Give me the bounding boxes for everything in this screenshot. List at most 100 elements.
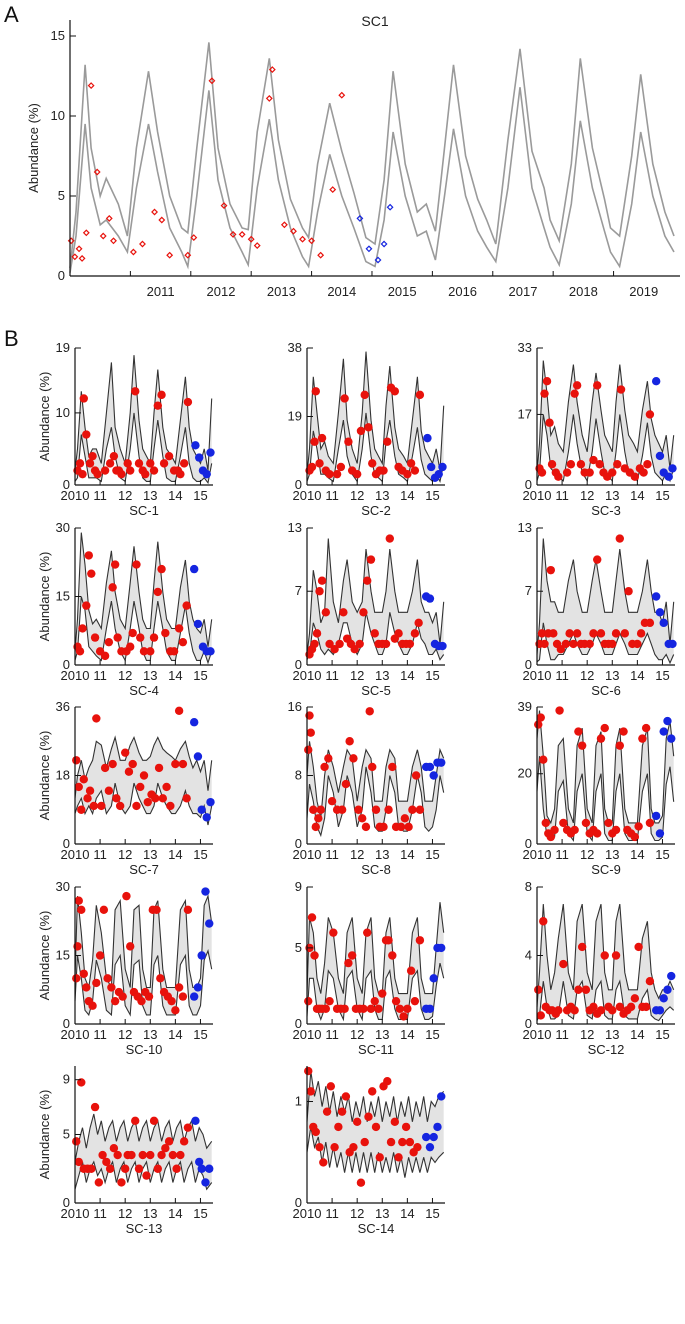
training-point [371, 1122, 381, 1132]
training-point [379, 466, 388, 475]
y-tick-label: 9 [63, 1072, 70, 1087]
training-point [144, 992, 154, 1001]
training-point [536, 713, 545, 722]
training-point [307, 913, 317, 922]
training-point [395, 1004, 405, 1013]
x-tick-label: 2010 [293, 668, 322, 683]
training-point [79, 394, 88, 403]
training-point [306, 1087, 315, 1096]
training-point [411, 771, 421, 780]
chart-SC-8: 0 8 16 2010 11 12 13 14 15 SC-8 [288, 699, 446, 877]
x-tick-label: 2010 [293, 488, 322, 503]
training-point [280, 221, 288, 229]
x-tick-label: 13 [375, 488, 389, 503]
chart-SC-11: 0 5 9 2010 11 12 13 14 15 SC-11 [293, 879, 446, 1057]
validation-point [663, 985, 672, 994]
x-tick-label: 11 [325, 1027, 339, 1042]
x-axis-label: SC-13 [126, 1221, 163, 1236]
training-point [352, 1117, 362, 1127]
training-point [350, 644, 359, 654]
training-point [325, 469, 334, 479]
training-point [365, 707, 374, 716]
training-point [247, 235, 255, 243]
x-tick-label: 2019 [629, 284, 658, 299]
training-point [311, 822, 320, 832]
training-point [320, 762, 329, 772]
training-point [634, 942, 643, 952]
band-SC-1 [75, 355, 212, 483]
validation-point [651, 811, 661, 821]
training-point [545, 418, 554, 427]
training-point [105, 214, 113, 222]
training-point [385, 534, 394, 543]
training-point [182, 601, 191, 610]
training-point [630, 994, 640, 1003]
training-point [109, 451, 119, 461]
training-point [134, 1164, 144, 1173]
training-point [321, 608, 331, 617]
training-point [110, 237, 117, 245]
y-tick-label: 13 [518, 520, 532, 535]
training-point [589, 1002, 598, 1012]
training-point [316, 805, 325, 814]
training-point [404, 822, 413, 832]
training-point [176, 1150, 185, 1160]
y-axis-label: Abundance (%) [37, 372, 52, 462]
training-point [146, 1150, 155, 1160]
training-point [146, 647, 155, 656]
x-tick-label: 14 [168, 1027, 182, 1042]
x-tick-label: 13 [375, 1027, 389, 1042]
y-tick-label: 0 [525, 477, 532, 492]
training-point [87, 1164, 96, 1173]
validation-point [429, 974, 438, 983]
x-tick-label: 2010 [61, 1206, 90, 1221]
training-point [339, 608, 348, 617]
chart-SC-2: 0 19 38 2010 11 12 13 14 15 SC-2 [288, 340, 447, 518]
training-point [127, 1150, 136, 1160]
x-tick-label: 14 [400, 668, 414, 683]
training-point [547, 460, 557, 469]
training-point [399, 1012, 408, 1021]
x-axis-label: SC-6 [591, 683, 621, 698]
training-point [89, 801, 99, 811]
training-point [537, 468, 547, 477]
chart-SC-3: 0 17 33 2010 11 12 13 14 15 SC-3 [518, 340, 677, 518]
training-point [77, 1078, 86, 1087]
lower-curve-SC1 [69, 87, 675, 273]
validation-point [356, 214, 364, 222]
lower-curve-SC-4 [74, 596, 213, 665]
training-point [157, 390, 166, 400]
x-tick-label: 11 [325, 488, 339, 503]
x-tick-label: 12 [350, 847, 364, 862]
validation-point [197, 951, 206, 960]
training-point [329, 928, 338, 937]
training-point [90, 633, 100, 642]
x-axis-label: SC-14 [358, 1221, 395, 1236]
training-point [611, 951, 621, 960]
training-point [410, 629, 420, 638]
panel-b-letter: B [4, 326, 19, 351]
training-point [630, 472, 640, 481]
validation-point [421, 1132, 431, 1142]
band-SC-12 [537, 904, 674, 1021]
validation-point [659, 618, 668, 628]
x-axis-label: SC-9 [591, 862, 621, 877]
training-point [317, 251, 325, 259]
validation-point [206, 647, 215, 656]
training-point [132, 560, 141, 569]
training-point [157, 564, 166, 574]
validation-point [202, 813, 211, 822]
chart-SC-12: 0 4 8 2010 11 12 13 14 15 SC-12 [523, 879, 676, 1057]
validation-point [429, 1132, 438, 1142]
x-tick-label: 2010 [523, 847, 552, 862]
training-point [359, 608, 368, 617]
training-point [82, 983, 91, 992]
training-point [82, 601, 91, 610]
x-axis-label: SC-4 [129, 683, 159, 698]
x-tick-label: 2017 [509, 284, 538, 299]
training-point [352, 469, 362, 479]
training-point [349, 1142, 358, 1152]
x-tick-label: 12 [350, 668, 364, 683]
training-point [371, 805, 381, 814]
